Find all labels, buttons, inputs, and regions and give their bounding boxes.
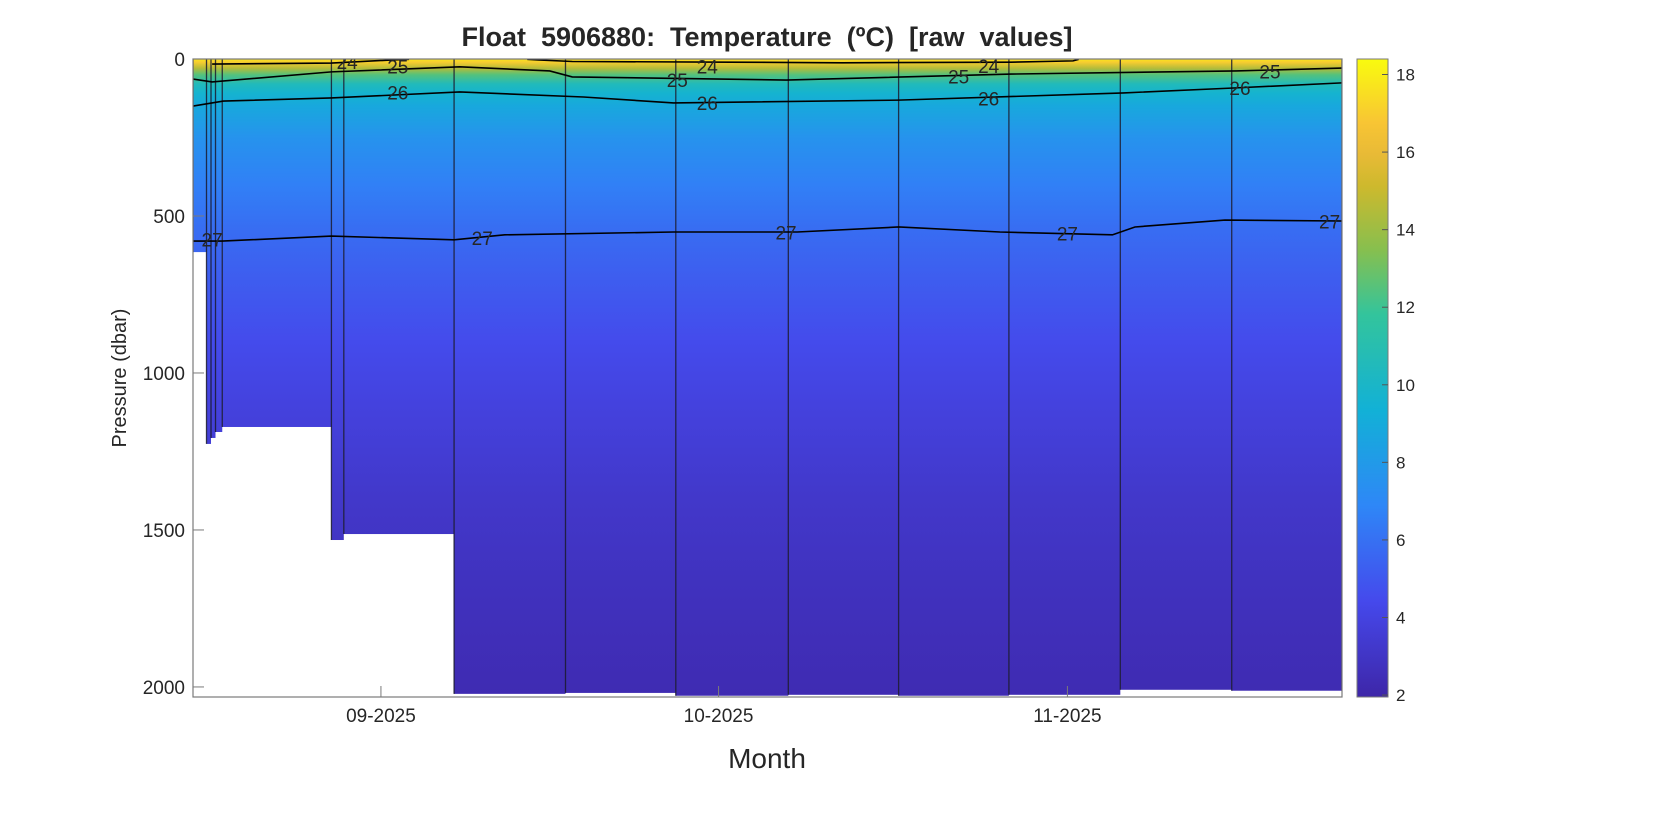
colorbar-tick-label: 14 — [1396, 221, 1415, 240]
profile-column — [1231, 59, 1342, 691]
contour-label: 27 — [1057, 224, 1078, 245]
x-tick-label: 09-2025 — [346, 706, 416, 727]
contour-label: 26 — [978, 90, 999, 111]
y-tick-label: 1500 — [143, 521, 185, 542]
profile-column — [898, 59, 1009, 696]
plot-frame — [192, 58, 1343, 698]
contour-label: 26 — [697, 94, 718, 115]
profile-column — [788, 59, 899, 695]
contour-label: 26 — [1229, 79, 1250, 100]
contour-label: 25 — [1259, 63, 1280, 84]
contour-label: 27 — [202, 231, 223, 252]
colorbar-gradient — [1356, 58, 1389, 698]
x-axis-label: Month — [728, 743, 806, 774]
profile-column — [565, 59, 676, 693]
contour-line-25 — [193, 66, 1342, 83]
colorbar-tick-label: 16 — [1396, 143, 1415, 162]
chart-title: Float 5906880: Temperature (ºC) [raw val… — [461, 22, 1072, 52]
contour-label: 27 — [775, 223, 796, 244]
contour-label: 24 — [697, 58, 719, 79]
contour-label: 26 — [387, 83, 408, 104]
profile-column — [215, 59, 223, 433]
profile-column — [454, 59, 566, 694]
profile-column — [1120, 59, 1232, 690]
profile-column — [211, 59, 216, 438]
colorbar-tick-label: 12 — [1396, 298, 1415, 317]
profile-column — [193, 59, 207, 253]
colorbar-tick-label: 18 — [1396, 66, 1415, 85]
contour-label: 24 — [978, 57, 1000, 78]
colorbar-tick-label: 2 — [1396, 686, 1405, 705]
y-tick-label: 0 — [174, 50, 185, 71]
y-axis-label: Pressure (dbar) — [109, 309, 131, 448]
contour-label: 25 — [667, 71, 688, 92]
contour-label: 24 — [337, 53, 359, 74]
contour-label: 25 — [948, 67, 969, 88]
contour-label: 25 — [387, 58, 408, 79]
colorbar-tick-label: 4 — [1396, 608, 1405, 627]
x-tick-label: 11-2025 — [1033, 706, 1101, 727]
contour-line-24 — [212, 59, 410, 65]
density-contours: 24 24 24 25 25 25 25 26 26 26 26 27 27 27 27 27 — [193, 53, 1342, 252]
y-tick-label: 1000 — [143, 364, 185, 385]
x-tick-label: 10-2025 — [684, 706, 754, 727]
profile-column — [675, 59, 789, 696]
contour-line-24 — [527, 59, 1079, 64]
profile-column — [222, 59, 332, 427]
colorbar: 2 4 6 8 10 12 14 16 18 — [1356, 58, 1415, 705]
contour-label: 27 — [472, 229, 493, 250]
x-axis: 09-2025 10-2025 11-2025 — [346, 686, 1102, 727]
colorbar-tick-label: 10 — [1396, 376, 1415, 395]
profile-columns — [193, 59, 1342, 696]
profile-column — [1008, 59, 1121, 695]
y-tick-label: 500 — [153, 207, 185, 228]
contour-label: 27 — [1319, 212, 1340, 233]
contour-line-26 — [193, 82, 1342, 107]
colorbar-tick-label: 6 — [1396, 531, 1405, 550]
profile-column — [206, 59, 212, 444]
profile-column — [343, 59, 455, 535]
y-tick-label: 2000 — [143, 678, 185, 699]
colorbar-tick-label: 8 — [1396, 453, 1405, 472]
contour-line-27 — [193, 219, 1342, 242]
profile-column — [331, 59, 344, 541]
y-axis: 0 500 1000 1500 2000 — [143, 50, 204, 699]
